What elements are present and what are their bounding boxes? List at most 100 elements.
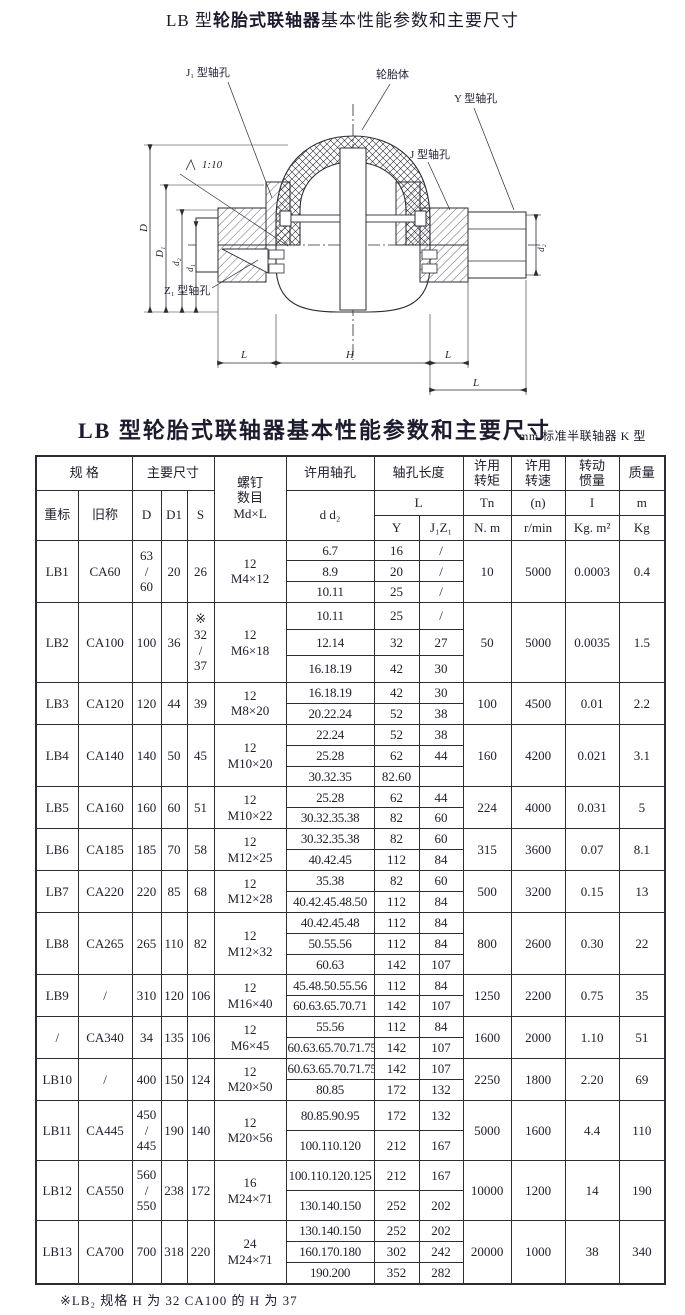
torque-val: 160 <box>462 723 512 788</box>
len-JZ: 60 <box>418 869 464 892</box>
dim-H-label: H <box>345 349 355 361</box>
len-JZ: 107 <box>418 995 464 1018</box>
y-bore-label: Y 型轴孔 <box>454 91 497 105</box>
len-Y: 142 <box>373 995 420 1018</box>
right-hub-top <box>419 207 469 246</box>
len-JZ: / <box>418 539 464 562</box>
col-Y: Y <box>373 514 420 541</box>
len-Y: 82 <box>373 869 420 892</box>
screw-spec: 24 M24×71 <box>213 1220 287 1285</box>
len-JZ: 242 <box>418 1240 464 1263</box>
dim-D1: 318 <box>160 1220 188 1285</box>
col-n: (n) <box>510 489 566 516</box>
inertia-val: 0.75 <box>564 974 620 1018</box>
table-row: 160.170.180 302 242 <box>36 1240 665 1263</box>
dim-S: 26 <box>186 539 215 604</box>
screw-spec: 12 M8×20 <box>213 681 287 725</box>
taper-leader <box>179 173 289 247</box>
table-row: 100.110.120 212 167 <box>36 1129 665 1161</box>
len-JZ: / <box>418 602 464 630</box>
spec-old: CA340 <box>77 1016 133 1059</box>
screw-spec: 12 M4×12 <box>213 539 287 604</box>
screw-spec: 12 M20×56 <box>213 1099 287 1161</box>
speed-val: 4500 <box>510 681 566 725</box>
len-JZ: 27 <box>418 628 464 657</box>
len-Y: 62 <box>373 744 420 767</box>
dim-d2r-label: d₂ <box>536 244 546 252</box>
torque-val: 224 <box>462 786 512 830</box>
spec-new: LB13 <box>35 1220 79 1285</box>
table-row: 190.200 352 282 <box>36 1261 665 1285</box>
col-bore: 许用轴孔 <box>285 455 375 491</box>
col-mass: 质量 <box>618 455 666 491</box>
bore-diams: 130.140.150 <box>285 1189 375 1222</box>
dim-D: 140 <box>131 723 162 788</box>
table-row: LB4 CA140 140 50 45 12 M10×20 22.24 52 3… <box>35 723 666 788</box>
speed-val: 4000 <box>510 786 566 830</box>
bore-diams: 55.56 <box>285 1016 375 1039</box>
len-JZ: 107 <box>418 953 464 976</box>
mass-val: 0.4 <box>618 539 666 604</box>
table-row: LB10 / 400 150 124 12 M20×50 60.63.65.70… <box>35 1057 666 1101</box>
table-row: LB12 CA550 560 / 550 238 172 16 M24×71 1… <box>35 1159 666 1222</box>
bore-diams: 12.14 <box>285 628 375 657</box>
dim-D1: 238 <box>160 1159 188 1222</box>
col-I: I <box>564 489 620 516</box>
leader-j-bore <box>427 161 451 211</box>
dim-L-left-label: L <box>240 349 247 361</box>
bore-diams: 190.200 <box>285 1261 375 1285</box>
inertia-val: 2.20 <box>564 1057 620 1101</box>
page-title: LB 型轮胎式联轴器基本性能参数和主要尺寸 <box>0 6 685 31</box>
screw-spec: 12 M6×45 <box>213 1016 287 1059</box>
speed-val: 1200 <box>510 1159 566 1222</box>
dim-D1: 190 <box>160 1099 188 1161</box>
spec-new: LB11 <box>35 1099 79 1161</box>
table-row: 8.9 20 / <box>36 560 665 583</box>
bore-diams: 30.32.35.38 <box>285 828 375 851</box>
dim-S: 82 <box>186 911 215 976</box>
len-JZ: 60 <box>418 828 464 851</box>
mass-val: 13 <box>618 869 666 913</box>
len-JZ: 202 <box>418 1220 464 1242</box>
unit-kgm2: Kg. m² <box>564 514 620 541</box>
screw-spec: 12 M10×22 <box>213 786 287 830</box>
table-row: LB5 CA160 160 60 51 12 M10×22 25.28 62 4… <box>35 786 666 830</box>
table-row: LB6 CA185 185 70 58 12 M12×25 30.32.35.3… <box>35 828 666 871</box>
len-JZ: 30 <box>418 655 464 683</box>
speed-val: 1600 <box>510 1099 566 1161</box>
bore-diams: 16.18.19 <box>285 681 375 704</box>
spec-new: LB5 <box>35 786 79 830</box>
inertia-val: 4.4 <box>564 1099 620 1161</box>
col-L: L <box>373 489 464 516</box>
right-bolt-shaft <box>365 214 416 223</box>
spec-new: / <box>35 1016 79 1059</box>
len-Y: 25 <box>373 581 420 604</box>
inertia-val: 0.15 <box>564 869 620 913</box>
torque-val: 315 <box>462 828 512 871</box>
dim-S: ※ 32 / 37 <box>186 602 215 683</box>
dim-d1-label: d₁ <box>185 264 195 272</box>
mass-val: 5 <box>618 786 666 830</box>
len-JZ: 167 <box>418 1129 464 1161</box>
len-JZ: 132 <box>418 1099 464 1131</box>
bore-diams: 22.24 <box>285 723 375 746</box>
speed-val: 4200 <box>510 723 566 788</box>
spec-old: CA265 <box>77 911 133 976</box>
center-hub-sleeve <box>339 147 367 311</box>
dim-d2-label: d₂ <box>171 258 181 266</box>
dim-D: 185 <box>131 828 162 871</box>
bore-diams: 100.110.120 <box>285 1129 375 1161</box>
mass-val: 8.1 <box>618 828 666 871</box>
len-JZ: 282 <box>418 1261 464 1285</box>
screw-spec: 12 M12×32 <box>213 911 287 976</box>
table-row: 10.11 25 / <box>36 581 665 604</box>
len-JZ: 107 <box>418 1037 464 1059</box>
len-Y: 352 <box>373 1261 420 1285</box>
parameters-table: 规 格 主要尺寸 螺钉 数目 Md×L 许用轴孔 轴孔长度 许用 转矩 许用 转… <box>35 455 667 1285</box>
speed-val: 5000 <box>510 539 566 604</box>
speed-val: 1000 <box>510 1220 566 1285</box>
dim-D: 160 <box>131 786 162 830</box>
len-Y: 42 <box>373 655 420 683</box>
right-flange-bolt-1 <box>421 249 438 260</box>
len-JZ: / <box>418 581 464 604</box>
